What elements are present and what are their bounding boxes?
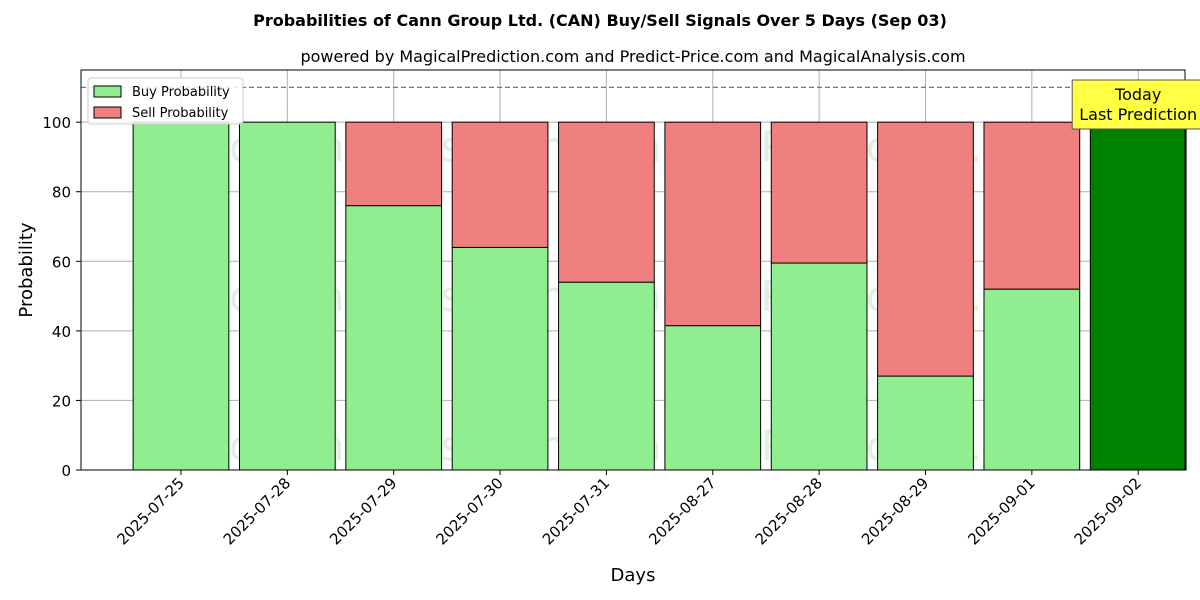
- x-tick-label: 2025-07-25: [113, 474, 187, 548]
- x-axis-label: Days: [611, 565, 656, 586]
- x-tick-label: 2025-07-28: [220, 474, 294, 548]
- sell-bar: [345, 121, 443, 207]
- buy-bar: [451, 246, 549, 471]
- buy-bar: [877, 375, 974, 471]
- legend-swatch: [93, 106, 122, 119]
- buy-bar: [770, 262, 868, 471]
- legend-swatch: [93, 85, 122, 98]
- x-tick-label: 2025-08-27: [645, 474, 719, 548]
- legend-box: [87, 77, 244, 125]
- plot-frame: [80, 69, 1186, 471]
- chart-subtitle: powered by MagicalPrediction.com and Pre…: [300, 47, 965, 66]
- annotation-box: [1071, 79, 1200, 130]
- chart-title: Probabilities of Cann Group Ltd. (CAN) B…: [253, 11, 947, 30]
- y-tick-label: 60: [52, 253, 71, 271]
- annotation-line: Today: [1114, 85, 1161, 104]
- y-tick-label: 80: [52, 184, 71, 202]
- buy-bar: [664, 325, 762, 471]
- buy-bar: [238, 121, 336, 471]
- sell-bar: [770, 121, 868, 264]
- y-tick-label: 100: [42, 114, 71, 132]
- x-tick-label: 2025-07-30: [433, 474, 507, 548]
- buy-bar: [558, 281, 655, 471]
- y-tick-label: 40: [52, 323, 71, 341]
- buy-bar: [132, 121, 230, 471]
- buy-bar: [345, 205, 443, 471]
- y-tick-label: 20: [52, 392, 71, 410]
- legend-label: Buy Probability: [132, 85, 230, 100]
- sell-bar: [983, 121, 1081, 290]
- x-tick-label: 2025-08-29: [858, 474, 932, 548]
- sell-bar: [558, 121, 655, 283]
- annotation-line: Last Prediction: [1079, 105, 1197, 124]
- x-tick-label: 2025-09-01: [964, 474, 1038, 548]
- buy-bar: [983, 288, 1081, 471]
- x-tick-label: 2025-08-28: [752, 474, 826, 548]
- x-tick-label: 2025-07-29: [326, 474, 400, 548]
- sell-bar: [877, 121, 974, 377]
- sell-bar: [664, 121, 762, 327]
- legend-label: Sell Probability: [132, 106, 229, 121]
- x-tick-label: 2025-09-02: [1071, 474, 1145, 548]
- sell-bar: [451, 121, 549, 248]
- x-tick-label: 2025-07-31: [539, 474, 613, 548]
- y-tick-label: 0: [61, 462, 71, 480]
- plot-area: MagicalAnalysis.comMagicalPrediction.com…: [42, 69, 1200, 548]
- y-axis-label: Probability: [16, 222, 37, 317]
- buy-bar: [1089, 121, 1187, 471]
